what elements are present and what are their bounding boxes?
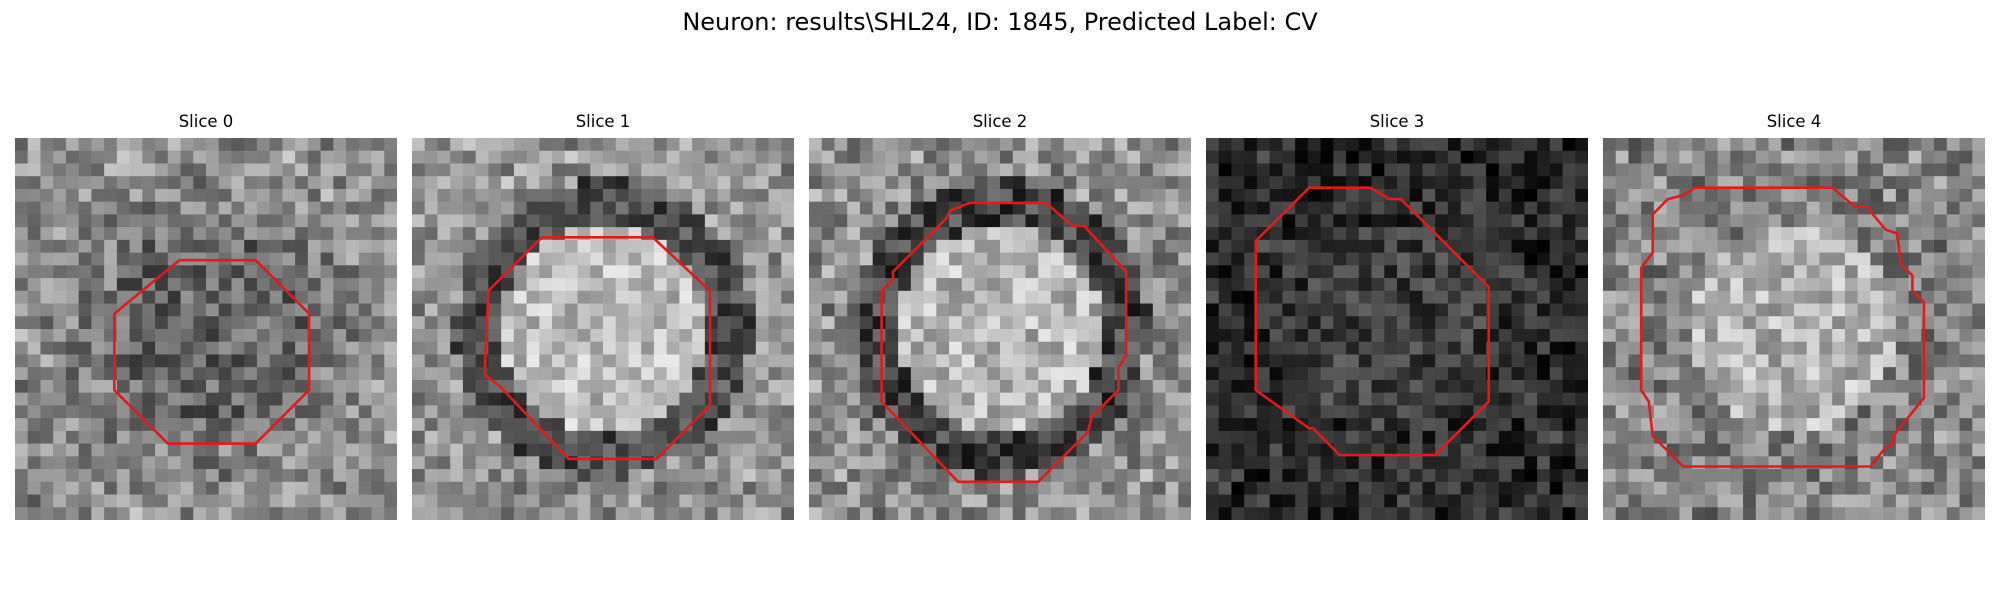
slice-panel-1: Slice 1 xyxy=(412,112,794,520)
contour-overlay-3 xyxy=(1254,186,1491,457)
contour-overlay-4 xyxy=(1639,186,1926,468)
slice-title-1: Slice 1 xyxy=(575,112,631,131)
slice-image-4 xyxy=(1603,138,1985,520)
slice-image-2 xyxy=(809,138,1191,520)
contour-overlay-1 xyxy=(483,236,712,461)
slice-image-3 xyxy=(1206,138,1588,520)
slice-image-1 xyxy=(412,138,794,520)
slice-title-2: Slice 2 xyxy=(972,112,1028,131)
slice-title-3: Slice 3 xyxy=(1369,112,1425,131)
slice-title-0: Slice 0 xyxy=(178,112,234,131)
slice-title-4: Slice 4 xyxy=(1766,112,1822,131)
contour-overlay-0 xyxy=(113,258,311,445)
slice-panel-2: Slice 2 xyxy=(809,112,1191,520)
slice-panel-3: Slice 3 xyxy=(1206,112,1588,520)
contour-overlay-2 xyxy=(880,201,1128,484)
slice-panel-0: Slice 0 xyxy=(15,112,397,520)
slice-panel-4: Slice 4 xyxy=(1603,112,1985,520)
slice-image-0 xyxy=(15,138,397,520)
figure-title: Neuron: results\SHL24, ID: 1845, Predict… xyxy=(682,8,1318,36)
